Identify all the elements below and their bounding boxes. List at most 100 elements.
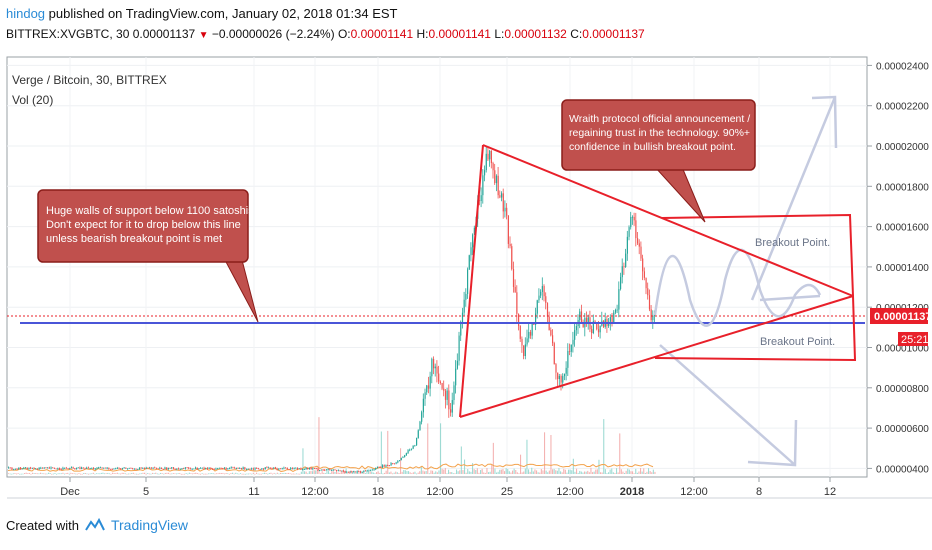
- volume-bar: [332, 471, 334, 474]
- candle-body: [463, 299, 465, 313]
- candle-body: [409, 449, 411, 451]
- candle-body: [427, 385, 430, 389]
- volume-bar: [184, 473, 186, 475]
- volume-bar: [579, 470, 581, 474]
- volume-bar: [560, 471, 562, 474]
- candle-body: [390, 462, 392, 466]
- triangle-drawing[interactable]: [459, 144, 857, 418]
- candle-body: [60, 469, 62, 471]
- resistance-line[interactable]: [482, 144, 854, 297]
- tradingview-logo-icon: [85, 518, 105, 531]
- volume-bar: [635, 468, 637, 474]
- candle-body: [50, 467, 52, 469]
- candle-body: [419, 421, 421, 431]
- volume-bar: [254, 473, 256, 475]
- candle-body: [458, 335, 460, 361]
- volume-bar: [654, 471, 656, 474]
- volume-bar: [152, 472, 154, 474]
- candle-body: [468, 255, 470, 270]
- candle-body: [285, 467, 287, 469]
- created-with-label: Created with: [6, 517, 79, 533]
- bear-arrow-head[interactable]: [747, 419, 798, 467]
- candle-body: [562, 376, 564, 383]
- support-note-box[interactable]: [37, 189, 249, 263]
- volume-bar: [203, 473, 205, 475]
- candle-body: [40, 467, 42, 469]
- volume-bar: [249, 473, 251, 475]
- volume-bar: [54, 472, 56, 474]
- tradingview-brand[interactable]: TradingView: [110, 517, 189, 533]
- support-note-line-1: Huge walls of support below 1100 satoshi…: [46, 205, 254, 217]
- candle-body: [366, 470, 368, 472]
- candle-body: [501, 193, 503, 198]
- candle-body: [257, 468, 260, 470]
- y-tick-label: 0.00002200: [876, 102, 929, 113]
- volume-bar: [51, 473, 53, 475]
- candle-body: [506, 207, 508, 216]
- ascending-support-line[interactable]: [459, 295, 854, 418]
- candle-body: [348, 471, 350, 473]
- right-dash[interactable]: [759, 294, 821, 302]
- triangle-base[interactable]: [459, 144, 484, 418]
- volume-bar: [462, 470, 464, 474]
- candle-body: [62, 467, 64, 470]
- candle-body: [426, 385, 428, 393]
- lower-breakout-box[interactable]: [654, 295, 857, 362]
- candle-body: [232, 467, 234, 469]
- projection-drawings[interactable]: [653, 95, 838, 467]
- candle-body: [244, 467, 246, 470]
- volume-bar: [385, 470, 387, 474]
- volume-bar: [230, 473, 232, 474]
- volume-bar: [38, 473, 40, 475]
- volume-bar: [494, 468, 496, 474]
- candle-body: [429, 376, 431, 389]
- price-badge: [870, 308, 928, 324]
- x-tick-label: 12:00: [680, 486, 708, 498]
- candle-body: [76, 467, 78, 470]
- volume-bar: [204, 473, 206, 475]
- candle-body: [404, 455, 406, 458]
- candle-body: [528, 331, 530, 339]
- wraith-note[interactable]: Wraith protocol official announcement / …: [561, 99, 756, 223]
- wraith-note-line-3: confidence in bullish breakout point.: [569, 141, 736, 153]
- volume-bar: [275, 473, 277, 475]
- candle-body: [315, 468, 317, 470]
- bull-arrow-shaft[interactable]: [750, 96, 837, 301]
- candle-body: [103, 467, 105, 469]
- candle-body: [59, 468, 61, 470]
- volume-bar: [267, 473, 269, 475]
- support-note[interactable]: Huge walls of support below 1100 satoshi…: [37, 189, 259, 323]
- candle-body: [533, 323, 535, 325]
- candle-body: [507, 215, 509, 244]
- candle-body: [453, 385, 455, 401]
- candle-body: [70, 467, 73, 469]
- bear-arrow-shaft[interactable]: [659, 344, 796, 466]
- support-note-pointer: [224, 259, 259, 323]
- wave-projection[interactable]: [653, 248, 822, 327]
- candle-body: [558, 375, 560, 380]
- candle-body: [524, 344, 526, 357]
- bull-arrow-head[interactable]: [811, 95, 838, 149]
- candle-body: [555, 364, 557, 373]
- upper-breakout-box[interactable]: [661, 213, 854, 297]
- candle-body: [212, 469, 214, 470]
- candle-body: [281, 468, 283, 470]
- volume-bar: [648, 468, 650, 474]
- volume-bar: [299, 473, 301, 475]
- volume-bar: [424, 471, 426, 474]
- candle-body: [572, 339, 574, 345]
- chart-title: Verge / Bitcoin, 30, BITTREX: [12, 73, 167, 87]
- author-link[interactable]: hindog: [6, 6, 46, 21]
- volume-bar: [404, 470, 406, 474]
- volume-bar: [278, 473, 280, 475]
- wraith-note-box[interactable]: [561, 99, 756, 171]
- candle-body: [36, 468, 39, 470]
- candle-body: [446, 390, 448, 400]
- candle-body: [161, 467, 163, 469]
- candle-body: [87, 467, 90, 469]
- candle-body: [121, 467, 124, 469]
- volume-bar: [640, 468, 642, 474]
- candle-body: [99, 467, 101, 469]
- candle-body: [14, 468, 16, 470]
